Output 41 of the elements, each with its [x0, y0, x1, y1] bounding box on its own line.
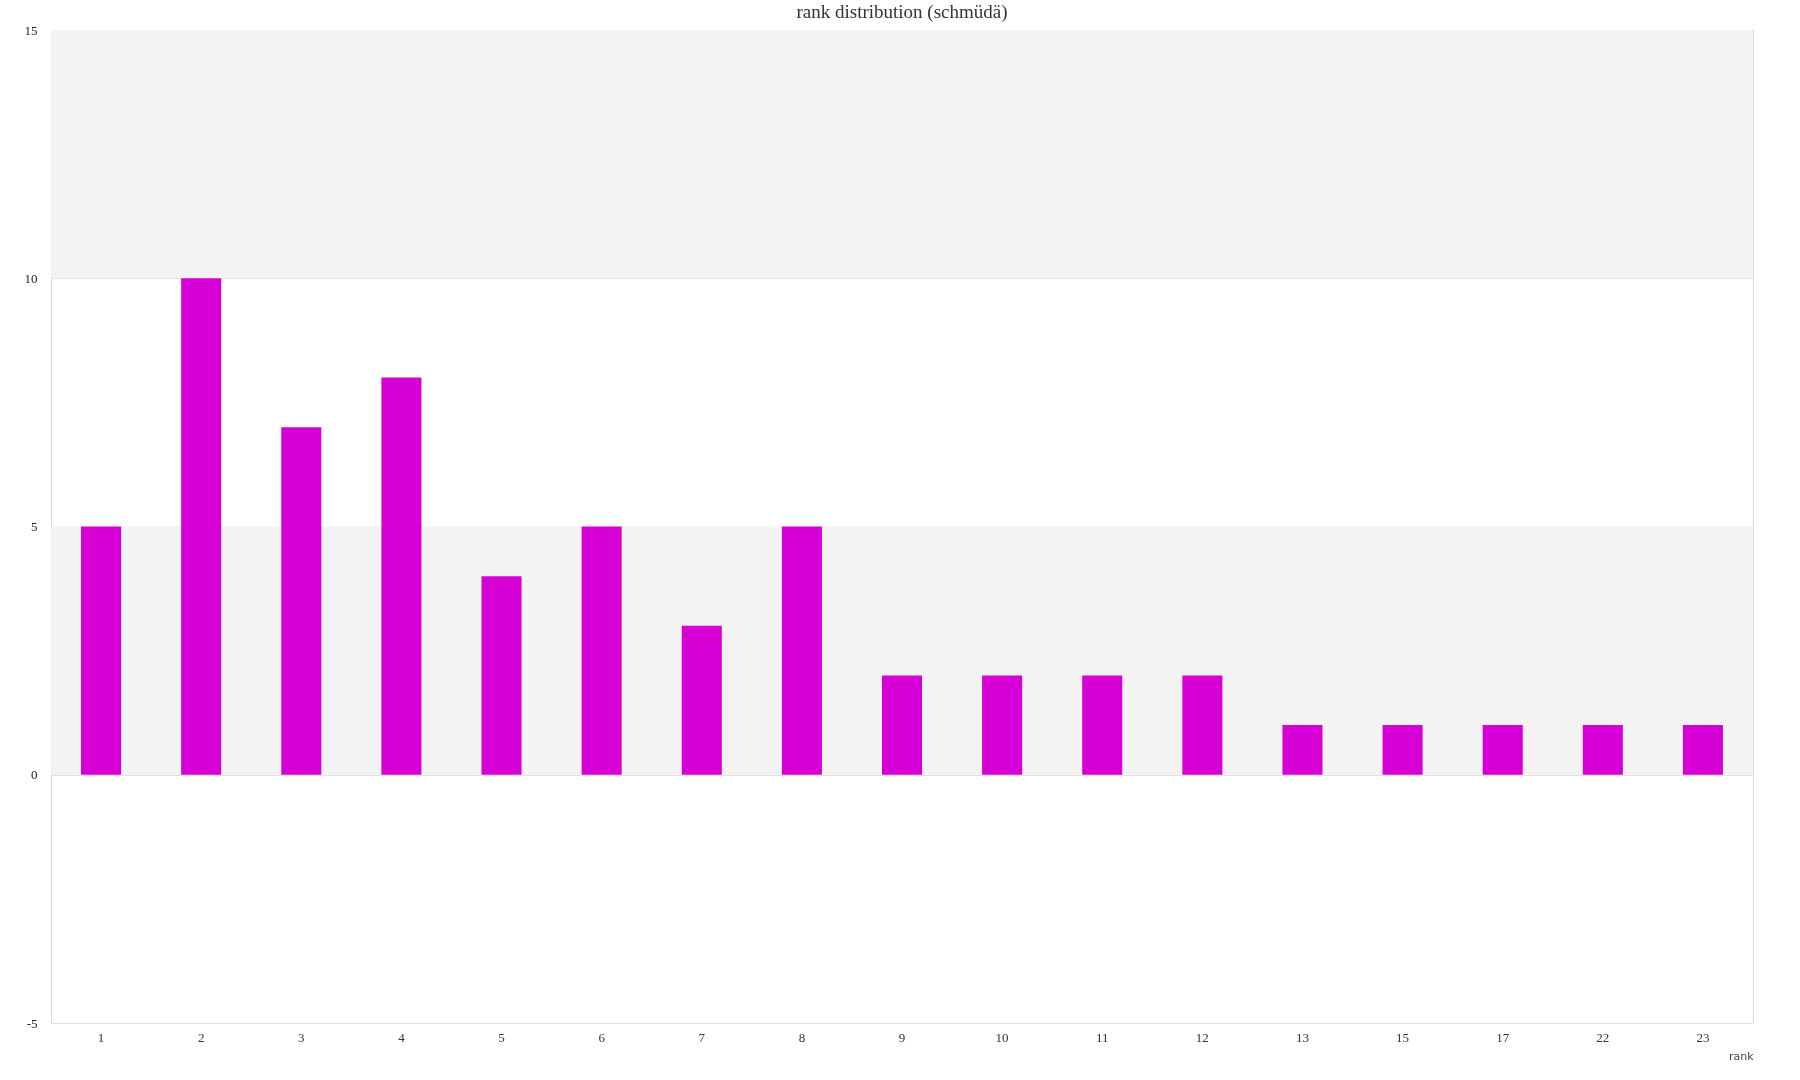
bar [381, 377, 422, 775]
bar [1282, 725, 1323, 775]
x-tick-label: 11 [1095, 1029, 1109, 1045]
x-tick-label: 8 [798, 1029, 806, 1045]
bar [1382, 725, 1423, 775]
x-tick-label: 6 [598, 1029, 606, 1045]
y-tick-label: -5 [26, 1015, 38, 1031]
x-tick-label: 15 [1396, 1029, 1410, 1045]
y-tick-label: 15 [24, 22, 38, 38]
x-tick-label: 10 [995, 1029, 1009, 1045]
x-tick-label: 7 [698, 1029, 706, 1045]
bar [681, 625, 722, 775]
bar [881, 675, 923, 775]
bar [481, 576, 522, 775]
bar [281, 427, 322, 775]
y-tick-label: 5 [31, 519, 38, 534]
x-tick-label: 13 [1295, 1029, 1309, 1045]
y-tick-label: 10 [24, 270, 38, 286]
x-tick-label: 3 [298, 1029, 305, 1045]
x-tick-label: 12 [1195, 1029, 1209, 1045]
bar [1582, 725, 1623, 775]
bar [781, 526, 822, 775]
x-tick-label: 23 [1696, 1029, 1710, 1045]
bar [982, 675, 1023, 775]
bar [181, 278, 222, 775]
x-tick-label: 22 [1596, 1029, 1610, 1045]
x-tick-label: 5 [498, 1029, 505, 1045]
bar [1082, 675, 1123, 775]
x-tick-label: 1 [97, 1029, 105, 1045]
bar [1182, 675, 1223, 775]
bar [81, 526, 122, 775]
x-tick-label: 2 [197, 1029, 205, 1045]
x-tick-label: 17 [1496, 1029, 1510, 1045]
bar [1482, 725, 1523, 775]
y-tick-label: 0 [31, 767, 38, 783]
bar [581, 526, 622, 775]
bar [1682, 725, 1723, 775]
x-tick-label: 9 [898, 1029, 906, 1045]
x-tick-label: 4 [398, 1029, 406, 1045]
chart-title: rank distribution (schmüdä) [796, 1, 1008, 23]
x-axis-title: rank [1728, 1049, 1755, 1063]
